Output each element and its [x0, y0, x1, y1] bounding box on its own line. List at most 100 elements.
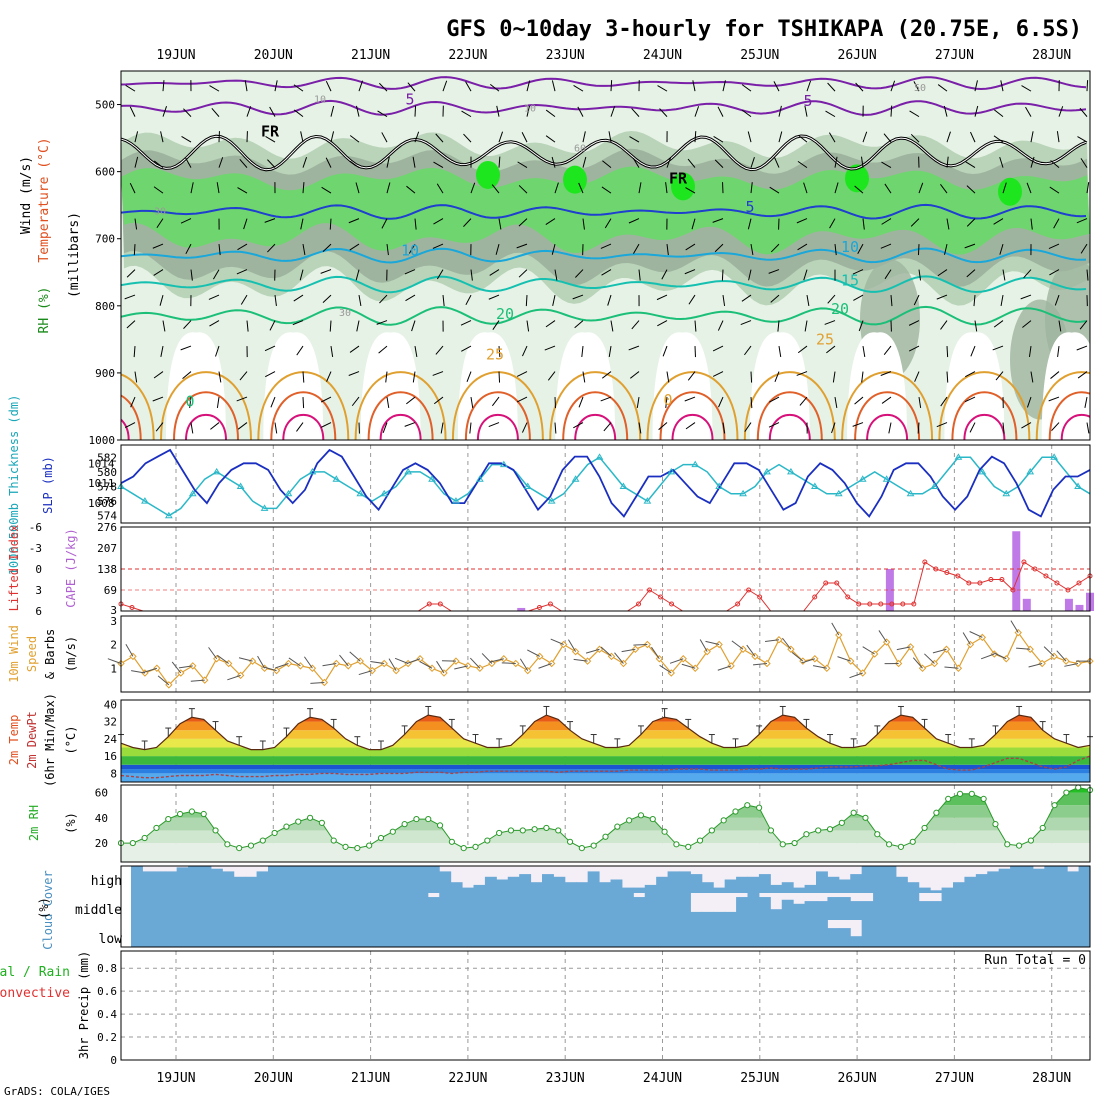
wind-barb	[1076, 345, 1088, 351]
wind10m-barb	[490, 658, 504, 663]
cloud-bar-middle	[679, 893, 691, 920]
wind-barb	[656, 294, 668, 301]
wind10m-barb	[621, 648, 636, 653]
wind-barb	[768, 269, 780, 274]
wind-barb	[162, 106, 168, 117]
thickness-point	[284, 489, 293, 497]
temp-axis-label-1: 2m Temp	[7, 715, 21, 766]
wind-barb	[216, 396, 220, 409]
cloud-bar-middle	[747, 893, 760, 920]
wind-barb	[210, 422, 220, 430]
date-label-top: 25JUN	[740, 48, 779, 63]
cloud-bar-middle	[439, 893, 452, 920]
wind-barb	[414, 345, 418, 358]
wind10m-barb	[746, 644, 756, 657]
wind-barb	[293, 84, 304, 92]
slp-axis-label: SLP (mb)	[41, 456, 55, 514]
rh2m-point	[200, 810, 207, 818]
wind10m-point	[775, 636, 783, 644]
wind-barb	[1079, 320, 1088, 330]
wind-barb	[126, 269, 136, 278]
cloud-bar-high	[679, 871, 691, 893]
cloud-bar-low	[998, 920, 1011, 947]
precip-convective-label: Convective	[0, 986, 70, 1001]
cloud-bar-middle	[1055, 893, 1068, 920]
contour-label: 5	[803, 92, 812, 110]
wind-barb	[944, 243, 948, 255]
cloud-bar-high	[290, 866, 303, 893]
wind-barb	[804, 105, 808, 117]
wind-barb	[381, 218, 388, 229]
wind-barb	[236, 269, 248, 275]
rh2m-point	[318, 819, 325, 826]
wind10m-barb	[573, 658, 588, 662]
wind-barb	[974, 320, 978, 332]
cloud-bar-low	[644, 920, 657, 947]
rh2m-point	[1015, 842, 1023, 849]
lifted-index-point	[933, 566, 939, 572]
cloud-bar-low	[290, 920, 303, 947]
wind-barb	[330, 345, 334, 358]
wind-barb	[320, 422, 332, 428]
thickness-point	[643, 497, 652, 504]
wind-barb	[744, 422, 752, 432]
wind-barb	[551, 80, 556, 92]
cloud-bar-high	[998, 868, 1011, 893]
cloud-bar-low	[1067, 920, 1080, 947]
rh2m-point	[129, 839, 136, 847]
lifted-tick-label: -3	[29, 542, 42, 555]
wind-barb	[881, 161, 892, 169]
rh2m-point	[306, 814, 314, 821]
wind10m-point	[189, 662, 197, 670]
pressure-tick-label: 900	[95, 367, 115, 380]
wind-barb	[993, 218, 1004, 225]
rh2m-point	[425, 815, 432, 823]
wind-barb	[270, 396, 276, 408]
rh2m-point	[850, 809, 857, 816]
contour-label: 30	[154, 207, 166, 218]
cape-bar	[1075, 604, 1084, 611]
wind-barb	[747, 218, 752, 230]
cloud-bar-middle	[827, 897, 840, 920]
rh2m-point	[956, 790, 964, 797]
rh2m-point	[992, 821, 999, 828]
wind-barb	[582, 131, 586, 143]
wind-barb	[797, 345, 808, 354]
cloud-bar-low	[804, 920, 817, 947]
thickness-point	[858, 475, 867, 482]
cloud-bar-middle	[701, 911, 714, 920]
wind-barb	[1030, 131, 1034, 143]
cloud-bar-high	[233, 876, 246, 893]
precip-tick-label: 0.2	[97, 1031, 117, 1044]
wind-barb	[750, 157, 755, 168]
wind-barb	[769, 186, 780, 194]
wind-barb	[216, 182, 220, 194]
lifted-index-point	[129, 605, 135, 610]
contour-label: 0	[663, 391, 672, 409]
cloud-bar-low	[245, 920, 258, 947]
wind10m-barb	[993, 652, 1007, 660]
wind10m-barb	[962, 632, 971, 645]
wind-barb	[666, 157, 672, 168]
cloud-bar-low	[462, 920, 474, 947]
cloud-bar-middle	[1032, 893, 1045, 920]
wind10m-barb	[358, 670, 373, 676]
wind-barb	[489, 269, 500, 276]
thickness-tick-label: 580	[97, 466, 117, 479]
isotherm-afternoon-dome	[121, 394, 142, 440]
wind-barb	[215, 345, 220, 357]
rh-dry-pocket	[360, 332, 421, 440]
cloud-bar-middle	[302, 893, 315, 920]
wind-barb	[358, 294, 362, 307]
cloud-bar-middle	[804, 901, 817, 920]
cloud-bar-middle	[393, 893, 406, 920]
date-label-bottom: 24JUN	[643, 1071, 682, 1086]
wind-barb	[526, 80, 531, 92]
wind-barb	[993, 135, 1004, 143]
wind-barb	[862, 131, 868, 143]
cloud-bar-low	[850, 936, 863, 947]
wind-barb	[1026, 182, 1032, 194]
wind-barb	[712, 345, 724, 352]
cloud-bar-middle	[895, 893, 908, 920]
wind-barb	[946, 371, 949, 383]
